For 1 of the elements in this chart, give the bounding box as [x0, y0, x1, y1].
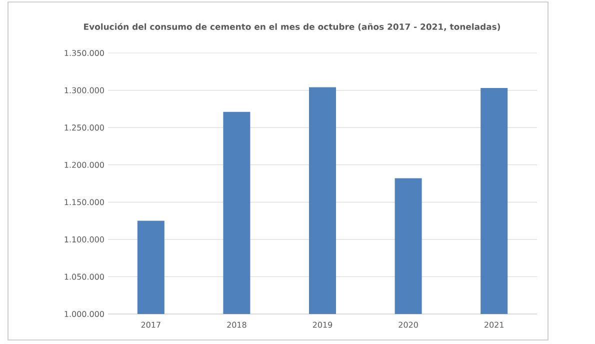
chart-title: Evolución del consumo de cemento en el mes de octubre (años 2017 - 2021, toneladas) — [84, 23, 500, 31]
